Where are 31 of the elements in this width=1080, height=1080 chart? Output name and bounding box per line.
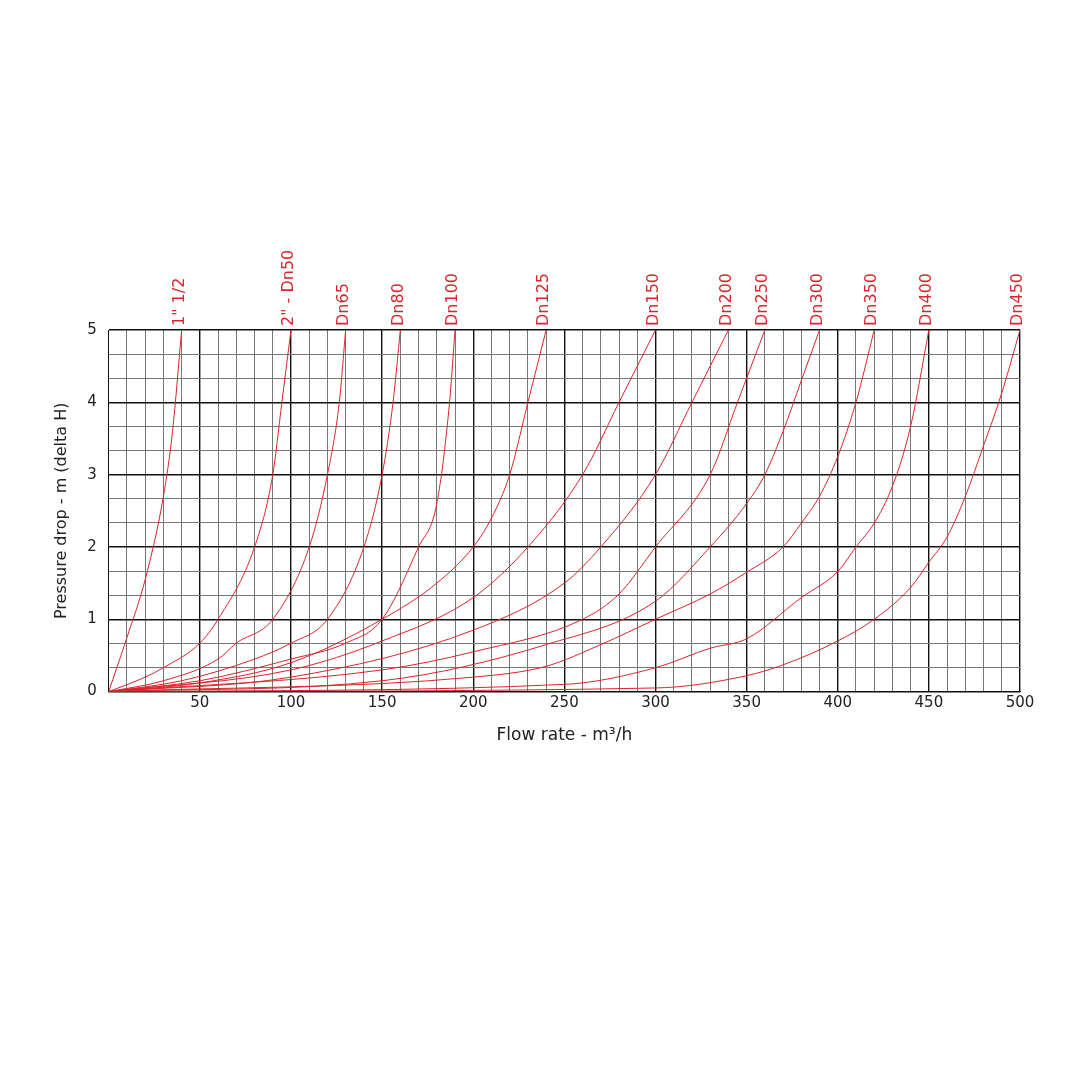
text: Dn250 (752, 273, 771, 326)
x-tick-label: 150 (367, 693, 397, 712)
x-tick-label: 300 (641, 693, 670, 712)
text: Dn80 (387, 283, 407, 326)
text: Dn300 (806, 273, 826, 326)
text: 1" 1/2 (168, 277, 188, 326)
y-tick-label: 5 (87, 319, 97, 338)
x-tick-label: 450 (914, 693, 944, 712)
text: Dn100 (442, 273, 462, 326)
text: 2" - Dn50 (278, 249, 298, 326)
x-tick-label: 200 (458, 693, 488, 712)
y-axis-title: Pressure drop - m (delta H) (50, 402, 70, 620)
x-tick-label: 250 (550, 693, 579, 712)
y-tick-label: 3 (87, 464, 97, 483)
text: Dn450 (1007, 273, 1027, 326)
text: Dn65 (332, 283, 352, 326)
y-tick-label: 2 (87, 536, 97, 555)
y-tick-label: 0 (87, 681, 97, 700)
y-tick-label: 4 (87, 392, 97, 411)
text: Dn350 (861, 273, 881, 326)
text: Dn200 (715, 273, 735, 326)
x-tick-label: 100 (276, 693, 306, 712)
text: Dn125 (533, 273, 553, 326)
text: Dn150 (642, 273, 662, 326)
x-tick-label: 350 (732, 693, 761, 712)
text: Dn400 (916, 273, 936, 326)
x-tick-label: 400 (823, 693, 853, 712)
x-axis-title: Flow rate - m³/h (496, 724, 633, 745)
y-tick-label: 1 (87, 609, 97, 628)
x-tick-label: 500 (1005, 693, 1035, 712)
x-tick-label: 50 (190, 693, 210, 712)
